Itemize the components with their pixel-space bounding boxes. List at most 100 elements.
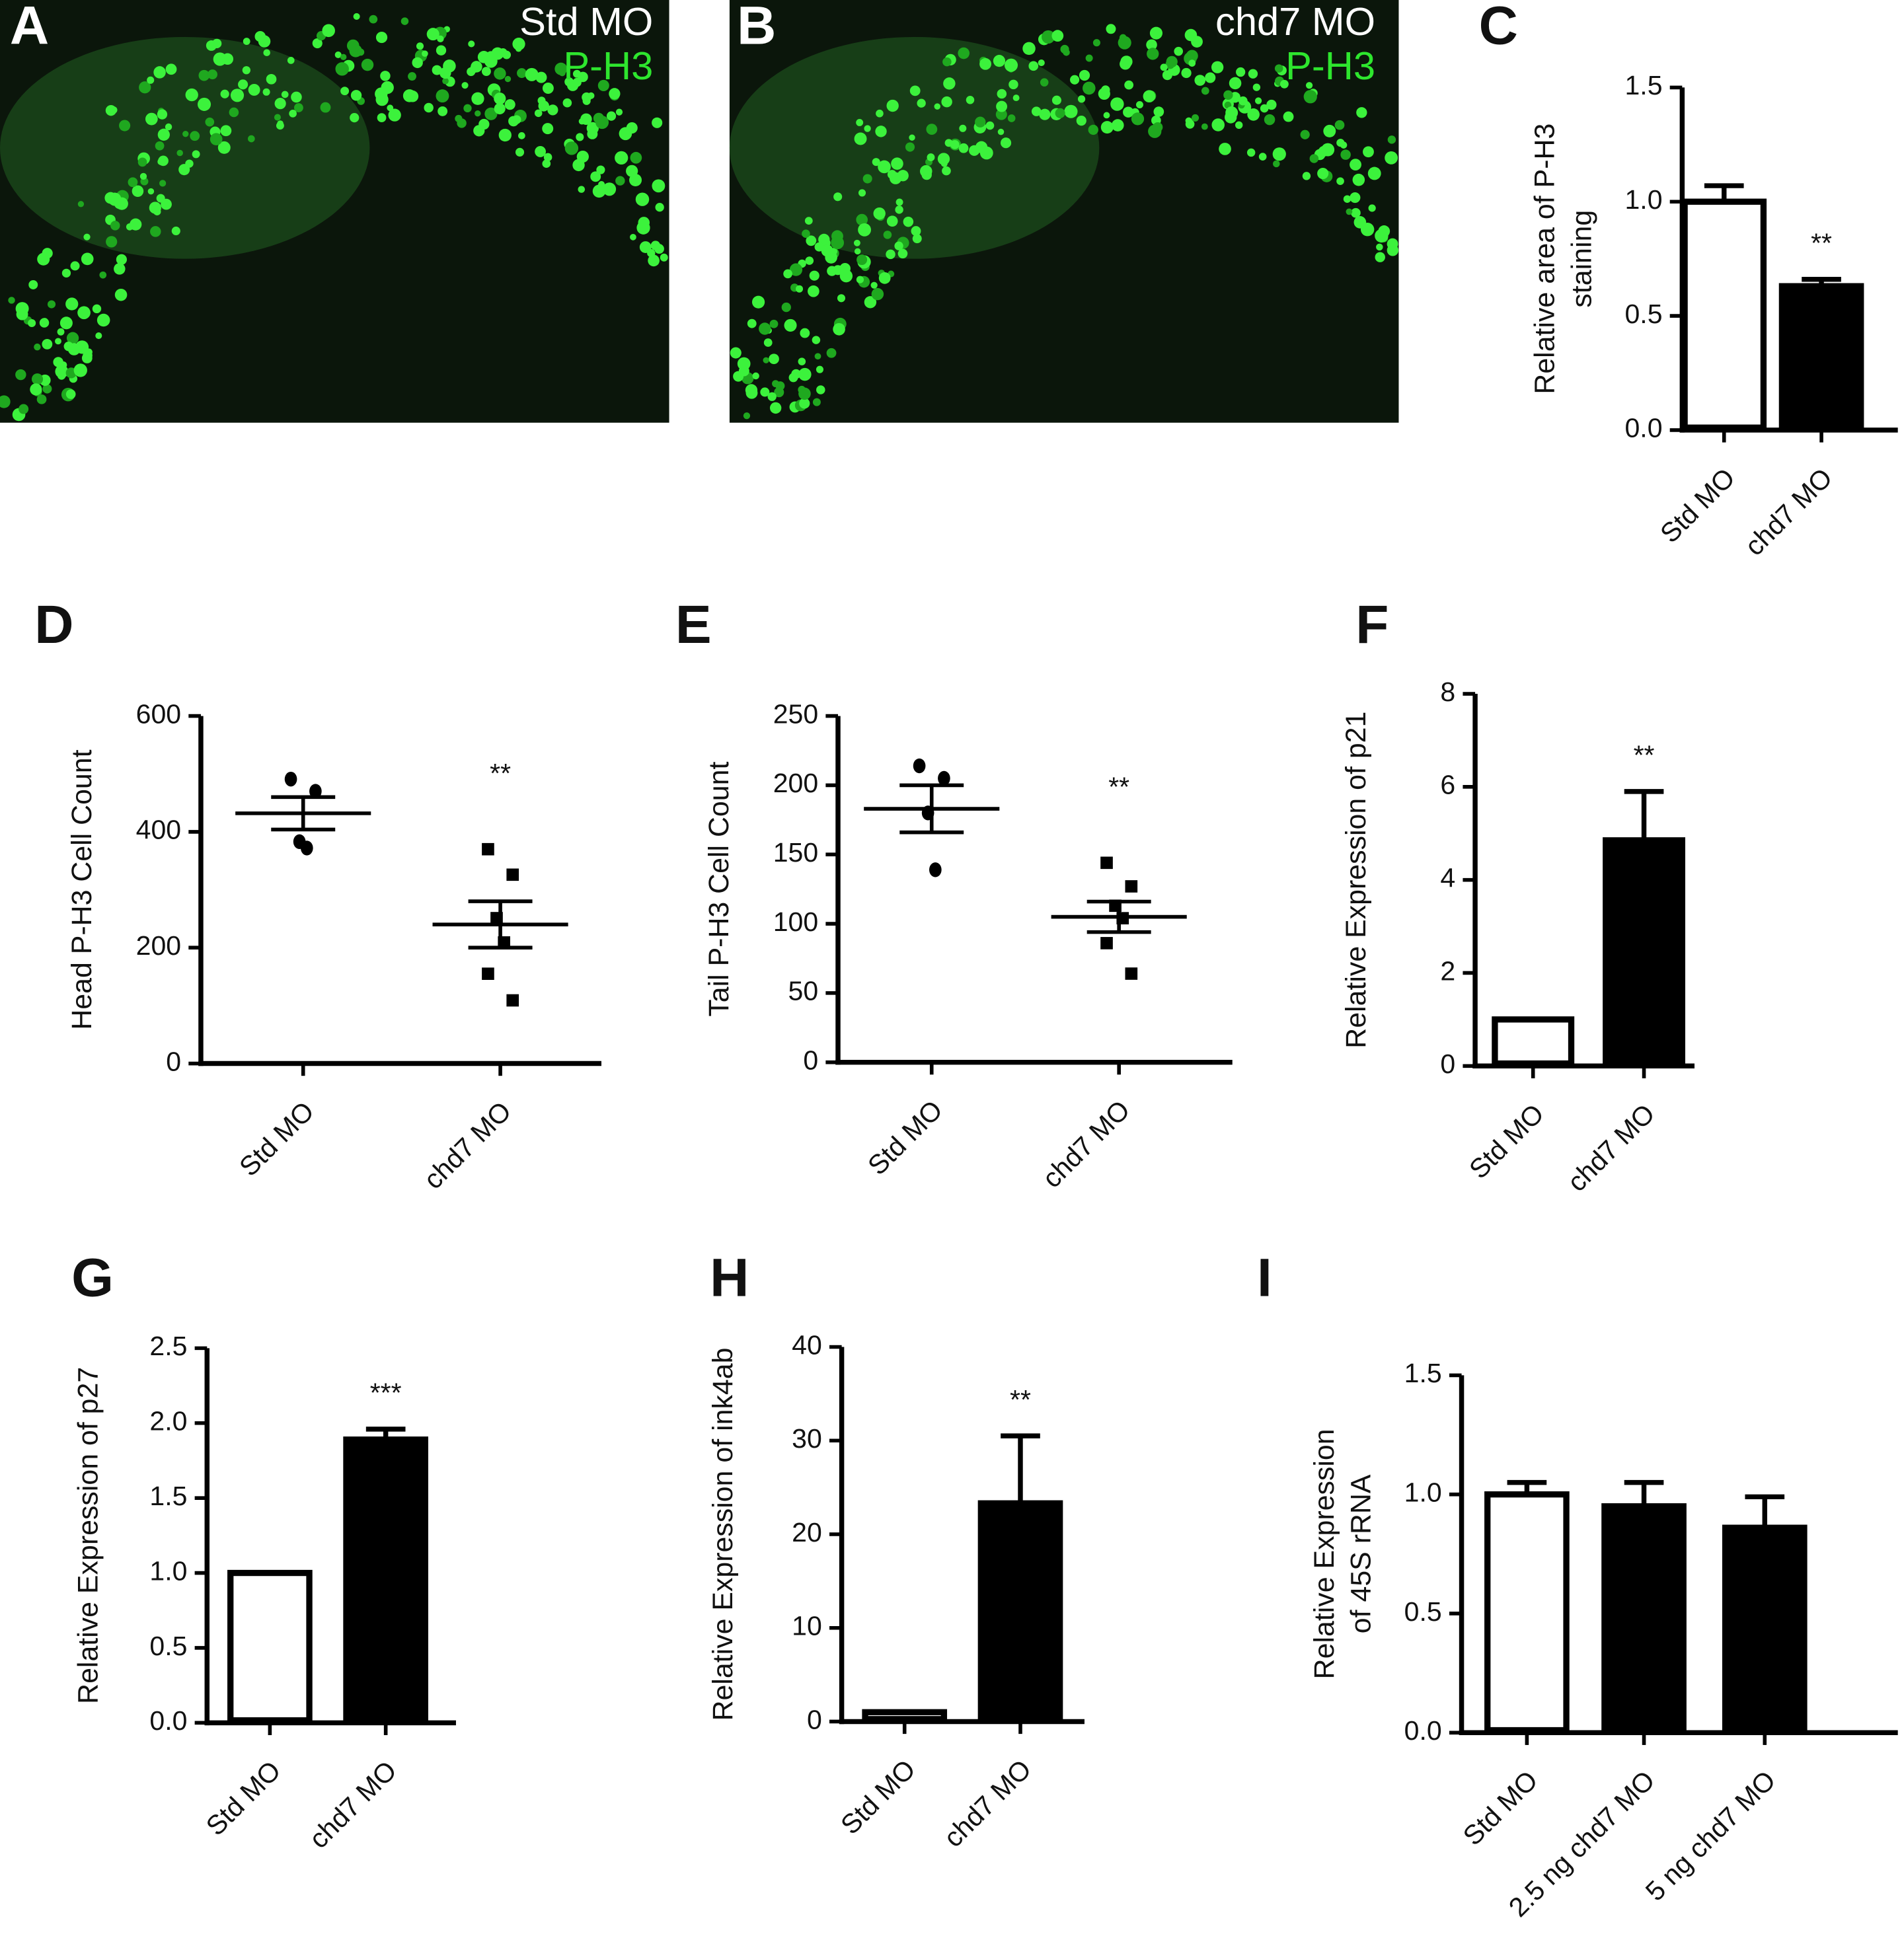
cell — [997, 128, 1005, 135]
cell — [733, 371, 744, 382]
cell — [1260, 104, 1269, 113]
cell — [67, 343, 81, 355]
cell — [1368, 204, 1376, 212]
cell — [165, 63, 177, 75]
cell — [47, 300, 56, 309]
y-tick-label: 200 — [773, 768, 818, 798]
point — [1100, 856, 1113, 870]
cell — [864, 296, 877, 309]
x-tick-label: chd7 MO — [1739, 463, 1838, 562]
cell — [730, 347, 742, 359]
cell — [808, 285, 819, 297]
cell — [1363, 146, 1374, 158]
cell — [165, 123, 172, 131]
y-axis-label: Head P-H3 Cell Count — [66, 749, 98, 1029]
cell — [137, 157, 147, 167]
cell — [941, 96, 952, 108]
cell — [891, 157, 903, 170]
cell — [966, 96, 975, 104]
cell — [615, 108, 623, 116]
cell — [959, 124, 967, 132]
cell — [554, 62, 568, 75]
y-tick-label: 10 — [792, 1611, 822, 1641]
y-tick-label: 0 — [807, 1704, 822, 1734]
cell — [854, 248, 861, 255]
cell — [132, 185, 144, 198]
y-tick-label: 20 — [792, 1517, 822, 1547]
cell — [182, 130, 189, 137]
y-axis-label: Relative Expression of p21 — [1340, 712, 1372, 1049]
y-tick-label: 30 — [792, 1423, 822, 1454]
cell — [1246, 148, 1256, 157]
cell — [833, 192, 843, 202]
cell — [266, 73, 277, 85]
bar — [1603, 837, 1686, 1067]
cell — [369, 15, 378, 24]
cell — [934, 103, 940, 110]
y-tick-label: 1.0 — [1624, 184, 1662, 215]
cell — [1323, 124, 1336, 137]
cell — [289, 109, 297, 118]
significance: ** — [490, 758, 511, 788]
cell — [875, 126, 887, 137]
cell — [247, 135, 255, 143]
x-tick-label: Std MO — [1463, 1098, 1550, 1185]
cell — [1211, 118, 1225, 131]
cell — [1258, 153, 1267, 161]
cell — [1188, 59, 1196, 67]
cell — [1192, 114, 1200, 122]
cell — [1009, 79, 1018, 90]
cell — [887, 170, 897, 179]
x-tick-label: chd7 MO — [303, 1755, 402, 1854]
cell — [1160, 63, 1168, 71]
cell — [798, 357, 806, 365]
cell — [654, 244, 664, 254]
cell — [1336, 177, 1344, 185]
cell — [799, 398, 810, 409]
x-tick-label: Std MO — [835, 1754, 921, 1840]
cell — [542, 83, 554, 94]
point — [929, 862, 942, 877]
cell — [1143, 90, 1156, 103]
cell — [1376, 243, 1383, 251]
cell — [213, 52, 227, 66]
cell — [346, 39, 360, 52]
cell — [911, 226, 921, 237]
panel-letter: E — [675, 595, 712, 655]
cell — [940, 160, 948, 167]
cell — [515, 147, 525, 157]
cell — [1378, 225, 1390, 237]
x-tick-label: Std MO — [1457, 1765, 1544, 1851]
cell — [783, 269, 792, 279]
cell — [1110, 97, 1124, 111]
bar — [977, 1500, 1063, 1723]
cell — [975, 116, 986, 128]
cell — [1351, 207, 1361, 218]
bar — [1681, 198, 1767, 431]
cell — [55, 338, 61, 345]
cell — [543, 153, 552, 162]
cell — [903, 216, 914, 227]
cell — [1088, 124, 1098, 135]
cell — [65, 297, 79, 311]
cell — [31, 373, 44, 385]
cell — [287, 57, 295, 64]
cell — [412, 57, 423, 69]
cell — [42, 384, 52, 394]
cell — [139, 172, 147, 180]
point — [506, 868, 519, 881]
cell — [802, 229, 810, 238]
cell — [70, 261, 80, 271]
cell — [1247, 108, 1260, 121]
cell — [334, 51, 342, 58]
cell — [652, 179, 666, 193]
cell — [8, 297, 15, 304]
cell — [979, 146, 993, 160]
cell — [1343, 195, 1352, 203]
tissue-glow — [0, 36, 370, 259]
cell — [996, 100, 1008, 112]
cell — [1028, 61, 1039, 71]
cell — [484, 107, 498, 120]
cell — [1191, 36, 1203, 48]
cell — [65, 389, 76, 399]
